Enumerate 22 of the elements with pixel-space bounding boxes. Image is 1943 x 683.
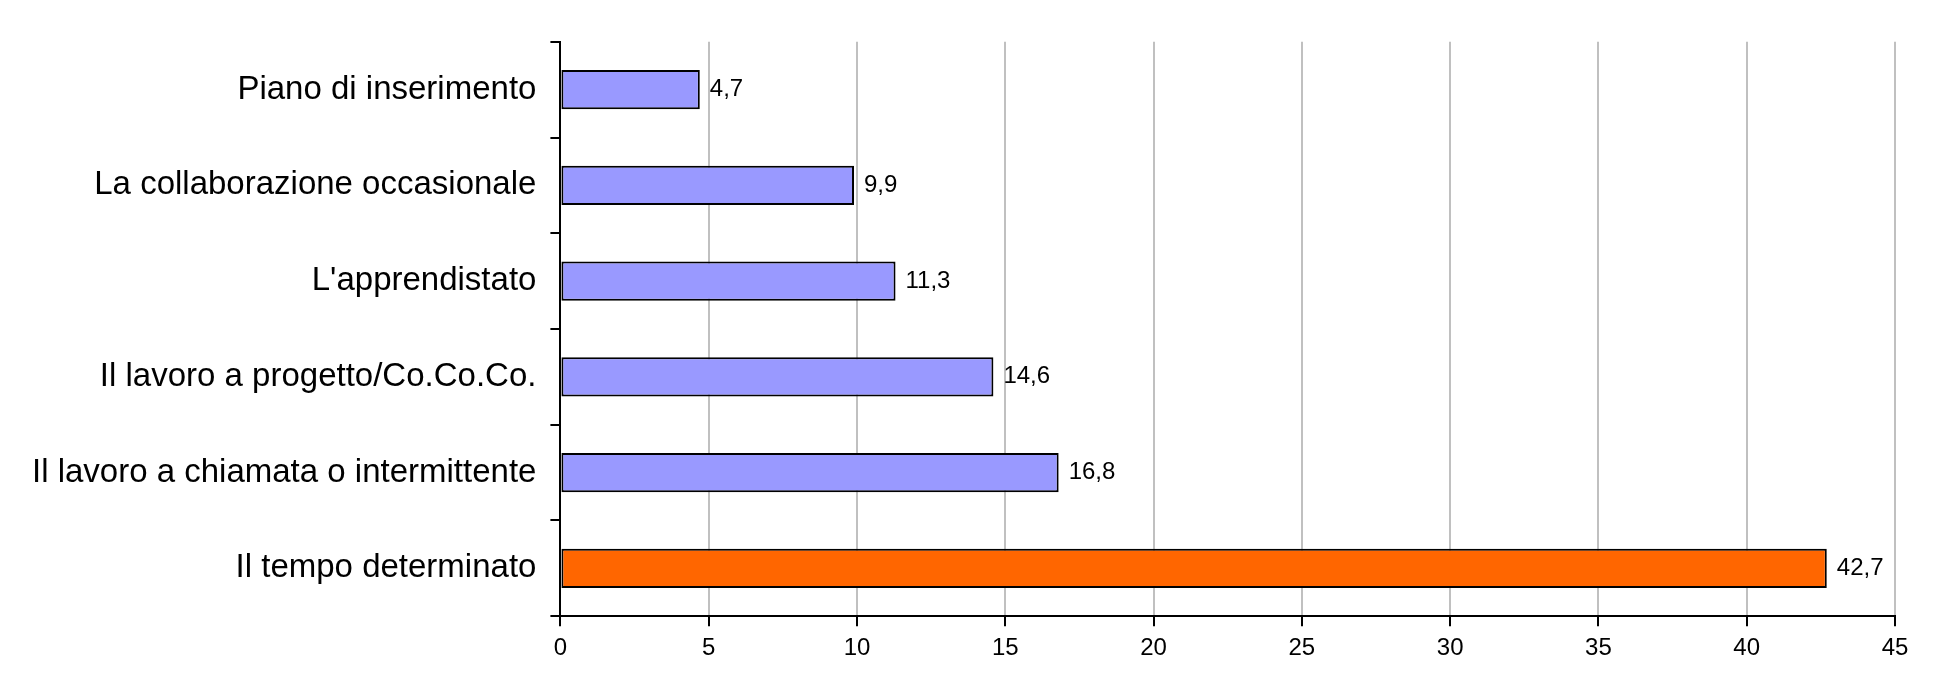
x-tick-label: 15 bbox=[991, 633, 1019, 661]
x-tick-label: 5 bbox=[702, 633, 716, 661]
y-tick-label: Il lavoro a progetto/Co.Co.Co. bbox=[99, 355, 537, 393]
x-tick-label: 25 bbox=[1288, 633, 1316, 661]
data-label: 16,8 bbox=[1068, 457, 1116, 485]
x-tick-label: 45 bbox=[1881, 633, 1909, 661]
data-label: 42,7 bbox=[1836, 552, 1884, 580]
x-tick-label: 20 bbox=[1140, 633, 1167, 661]
x-tick-label: 10 bbox=[843, 633, 871, 661]
y-tick-label: Piano di inserimento bbox=[237, 68, 537, 106]
y-tick-label: L'apprendistato bbox=[311, 260, 537, 298]
data-label: 9,9 bbox=[864, 170, 898, 198]
x-tick-label: 40 bbox=[1733, 633, 1761, 661]
y-tick-label: La collaborazione occasionale bbox=[94, 164, 537, 202]
data-label: 11,3 bbox=[905, 265, 951, 293]
x-tick-label: 35 bbox=[1585, 633, 1612, 661]
x-tick-label: 30 bbox=[1436, 633, 1464, 661]
data-label: 14,6 bbox=[1003, 361, 1051, 389]
x-tick-label: 0 bbox=[553, 633, 568, 661]
data-label: 4,7 bbox=[709, 74, 744, 102]
y-tick-label: Il tempo determinato bbox=[235, 547, 537, 585]
y-tick-label: Il lavoro a chiamata o intermittente bbox=[31, 451, 537, 489]
